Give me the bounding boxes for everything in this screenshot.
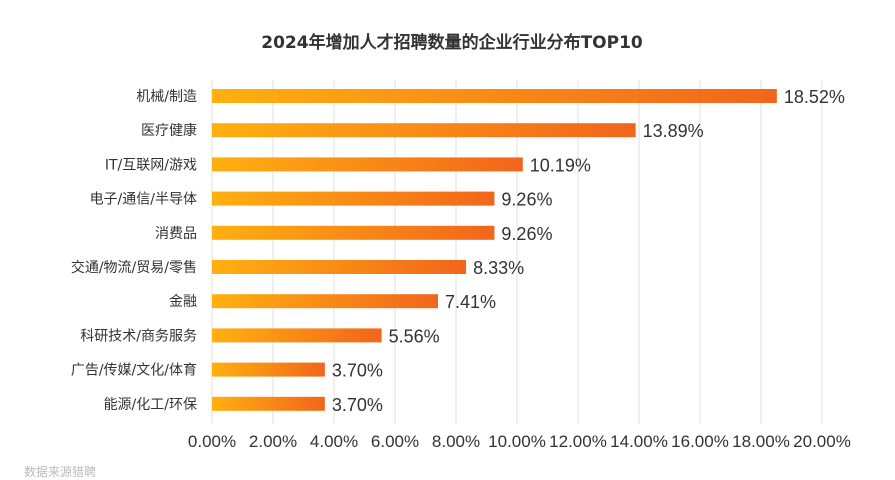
- value-label: 3.70%: [332, 395, 383, 415]
- category-label: IT/互联网/游戏: [105, 157, 197, 173]
- value-label: 13.89%: [643, 121, 704, 141]
- category-label: 电子/通信/半导体: [90, 192, 197, 208]
- gridlines: [211, 80, 823, 424]
- x-tick-label: 2.00%: [249, 432, 297, 451]
- category-label: 机械/制造: [136, 89, 197, 105]
- value-label: 9.26%: [501, 224, 552, 244]
- bars: [212, 89, 777, 411]
- value-label: 10.19%: [530, 155, 591, 175]
- bar: [212, 328, 382, 343]
- category-label: 能源/化工/环保: [104, 397, 197, 413]
- category-label: 广告/传媒/文化/体育: [71, 363, 197, 379]
- value-label: 8.33%: [473, 258, 524, 278]
- bar: [212, 294, 439, 309]
- bar: [212, 225, 495, 240]
- bar: [212, 362, 325, 377]
- bar: [212, 157, 523, 172]
- category-label: 医疗健康: [141, 122, 197, 139]
- x-tick-label: 0.00%: [188, 432, 236, 451]
- bar: [212, 191, 495, 206]
- x-tick-label: 10.00%: [488, 432, 546, 451]
- category-label: 金融: [169, 294, 197, 310]
- x-tick-label: 4.00%: [310, 432, 358, 451]
- x-tick-label: 6.00%: [371, 432, 419, 451]
- x-tick-label: 16.00%: [671, 432, 729, 451]
- x-tick-label: 14.00%: [610, 432, 668, 451]
- value-label: 5.56%: [389, 326, 440, 346]
- bar: [212, 89, 777, 103]
- value-label: 3.70%: [332, 361, 383, 381]
- x-tick-label: 12.00%: [549, 432, 607, 451]
- bar: [212, 396, 325, 411]
- x-tick-label: 8.00%: [432, 432, 480, 451]
- category-label: 科研技术/商务服务: [80, 328, 197, 344]
- bar: [212, 123, 636, 138]
- value-labels: 18.52% 13.89% 10.19% 9.26% 9.26% 8.33% 7.41%5.…: [332, 87, 845, 415]
- x-axis-tick-labels: 0.00% 2.00% 4.00% 6.00% 8.00% 10.00% 12.00% 14.…: [188, 432, 851, 451]
- value-label: 7.41%: [445, 292, 496, 312]
- category-label: 消费品: [155, 226, 197, 242]
- value-label: 9.26%: [501, 190, 552, 210]
- chart-title: 2024年增加人才招聘数量的企业行业分布TOP10: [261, 32, 643, 53]
- x-tick-label: 18.00%: [732, 432, 790, 451]
- value-label: 18.52%: [784, 87, 845, 107]
- x-tick-label: 20.00%: [793, 432, 851, 451]
- bar: [212, 260, 467, 274]
- category-label: 交通/物流/贸易/零售: [71, 259, 197, 276]
- footnote: 数据来源猎聘: [24, 465, 97, 479]
